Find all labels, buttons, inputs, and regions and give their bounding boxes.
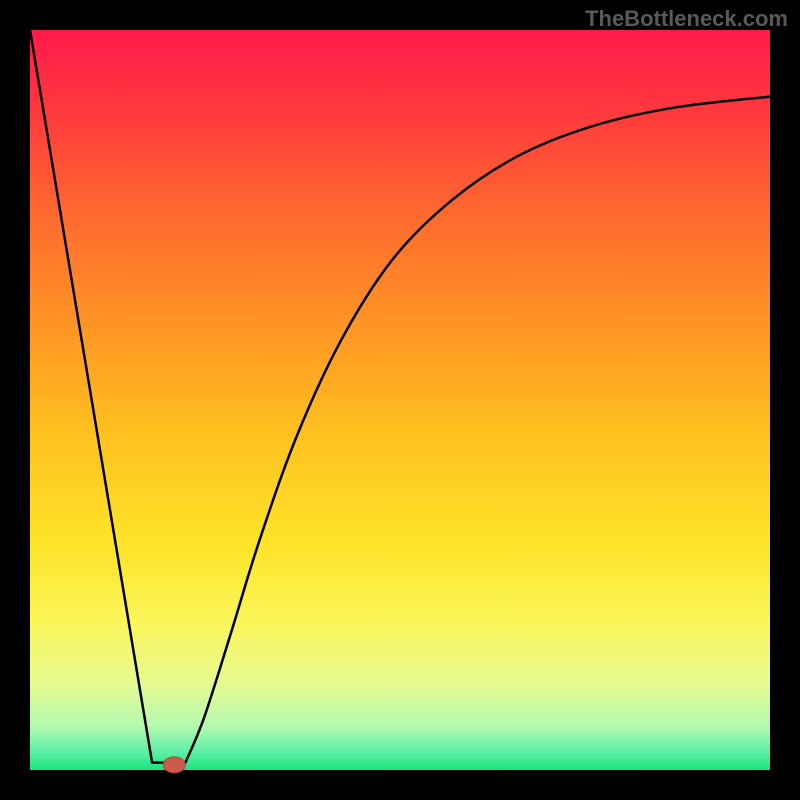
chart-container: TheBottleneck.com: [0, 0, 800, 800]
bottleneck-chart: [0, 0, 800, 800]
watermark-text: TheBottleneck.com: [585, 6, 788, 32]
